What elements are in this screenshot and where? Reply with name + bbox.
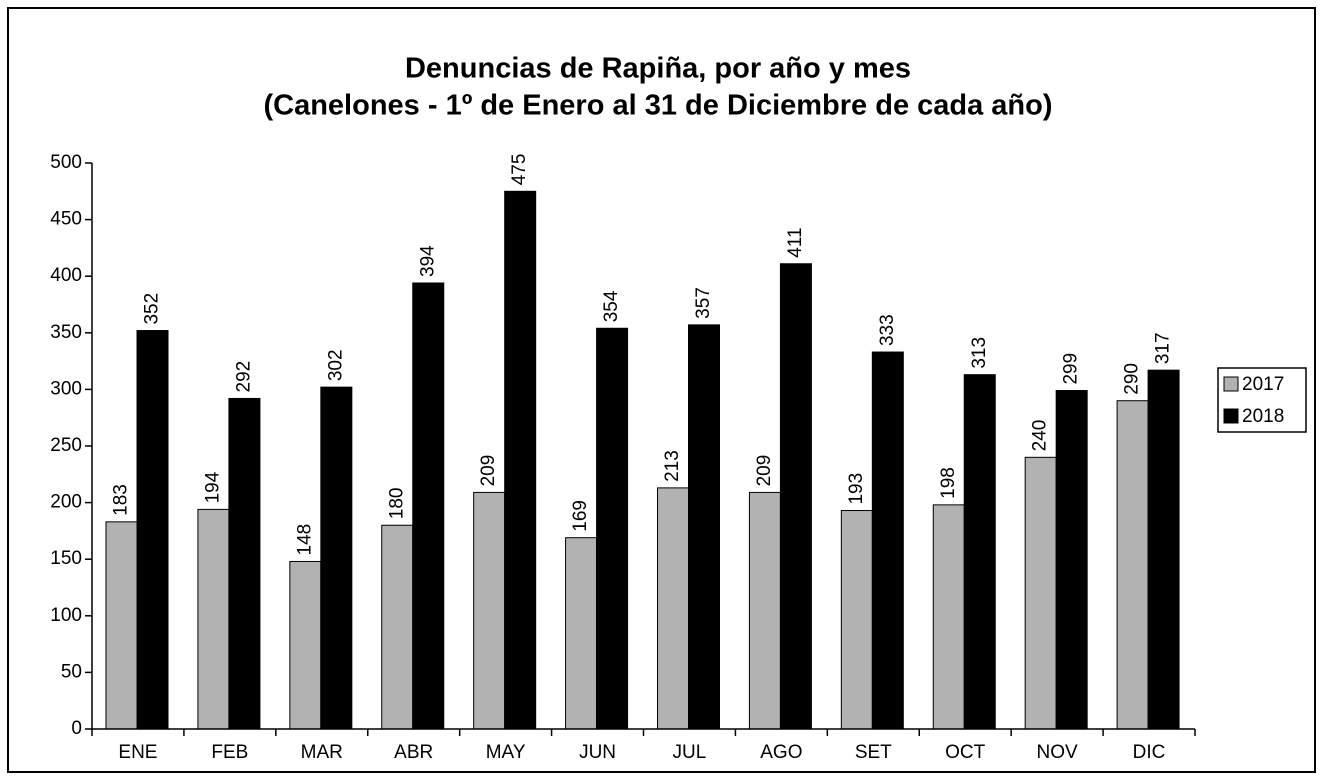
bar bbox=[136, 330, 169, 730]
data-label: 317 bbox=[1153, 332, 1174, 364]
data-label: 209 bbox=[478, 455, 499, 487]
bar bbox=[412, 282, 445, 730]
bar bbox=[596, 327, 629, 730]
legend-swatch bbox=[1223, 408, 1239, 424]
y-tick-label: 500 bbox=[50, 152, 82, 173]
data-label: 299 bbox=[1061, 353, 1082, 385]
bar bbox=[289, 560, 322, 730]
chart-title: Denuncias de Rapiña, por año y mes bbox=[405, 53, 911, 85]
x-tick-label: FEB bbox=[211, 742, 248, 763]
x-tick-label: ABR bbox=[394, 742, 433, 763]
y-tick-label: 250 bbox=[50, 435, 82, 456]
data-label: 313 bbox=[969, 337, 990, 369]
data-label: 352 bbox=[142, 293, 163, 325]
bar bbox=[871, 351, 904, 730]
bar bbox=[504, 190, 537, 730]
bar bbox=[197, 508, 230, 730]
data-label: 169 bbox=[570, 500, 591, 532]
bar bbox=[565, 537, 598, 730]
bar bbox=[1116, 400, 1149, 730]
bar bbox=[1024, 456, 1057, 730]
x-tick-label: MAR bbox=[301, 742, 343, 763]
bar bbox=[1147, 369, 1180, 730]
bar bbox=[473, 491, 506, 730]
bar bbox=[932, 504, 965, 730]
y-tick-label: 50 bbox=[61, 661, 82, 682]
bar bbox=[840, 510, 873, 730]
data-label: 292 bbox=[233, 361, 254, 393]
y-tick-label: 350 bbox=[50, 322, 82, 343]
data-label: 394 bbox=[417, 245, 438, 277]
data-label: 357 bbox=[693, 287, 714, 319]
data-label: 354 bbox=[601, 290, 622, 322]
legend-label: 2017 bbox=[1242, 374, 1284, 395]
x-tick-label: ENE bbox=[118, 742, 157, 763]
y-tick-label: 150 bbox=[50, 548, 82, 569]
legend-label: 2018 bbox=[1242, 406, 1284, 427]
bar bbox=[748, 491, 781, 730]
y-tick-label: 100 bbox=[50, 605, 82, 626]
x-tick-label: DIC bbox=[1133, 742, 1166, 763]
data-label: 333 bbox=[877, 314, 898, 346]
data-label: 209 bbox=[754, 455, 775, 487]
bar bbox=[688, 324, 720, 730]
data-label: 198 bbox=[938, 467, 959, 499]
data-label: 475 bbox=[509, 154, 530, 186]
x-tick-label: OCT bbox=[945, 742, 986, 763]
legend-swatch bbox=[1223, 376, 1239, 392]
y-tick-label: 450 bbox=[50, 209, 82, 230]
x-tick-label: JUL bbox=[673, 742, 707, 763]
data-label: 148 bbox=[294, 524, 315, 556]
x-tick-label: SET bbox=[855, 742, 892, 763]
bar bbox=[320, 386, 353, 730]
bar bbox=[105, 521, 138, 730]
data-label: 194 bbox=[202, 471, 223, 503]
x-tick-label: NOV bbox=[1037, 742, 1079, 763]
data-label: 302 bbox=[325, 349, 346, 381]
chart-subtitle: (Canelones - 1º de Enero al 31 de Diciem… bbox=[263, 90, 1052, 122]
bar bbox=[381, 524, 414, 730]
data-label: 213 bbox=[662, 450, 683, 482]
y-tick-label: 0 bbox=[71, 718, 82, 739]
bar bbox=[1055, 390, 1088, 730]
data-label: 180 bbox=[386, 488, 407, 520]
y-tick-label: 200 bbox=[50, 492, 82, 513]
bar bbox=[228, 397, 261, 730]
y-tick-label: 300 bbox=[50, 378, 82, 399]
x-tick-label: JUN bbox=[579, 742, 616, 763]
bar bbox=[657, 487, 689, 730]
bar bbox=[779, 263, 812, 730]
data-label: 290 bbox=[1122, 363, 1143, 395]
data-label: 193 bbox=[846, 473, 867, 505]
data-label: 411 bbox=[785, 227, 806, 257]
x-tick-label: MAY bbox=[486, 742, 526, 763]
data-label: 183 bbox=[111, 484, 132, 516]
x-tick-label: AGO bbox=[760, 742, 802, 763]
bar bbox=[963, 374, 996, 730]
data-label: 240 bbox=[1030, 420, 1051, 452]
y-tick-label: 400 bbox=[50, 265, 82, 286]
